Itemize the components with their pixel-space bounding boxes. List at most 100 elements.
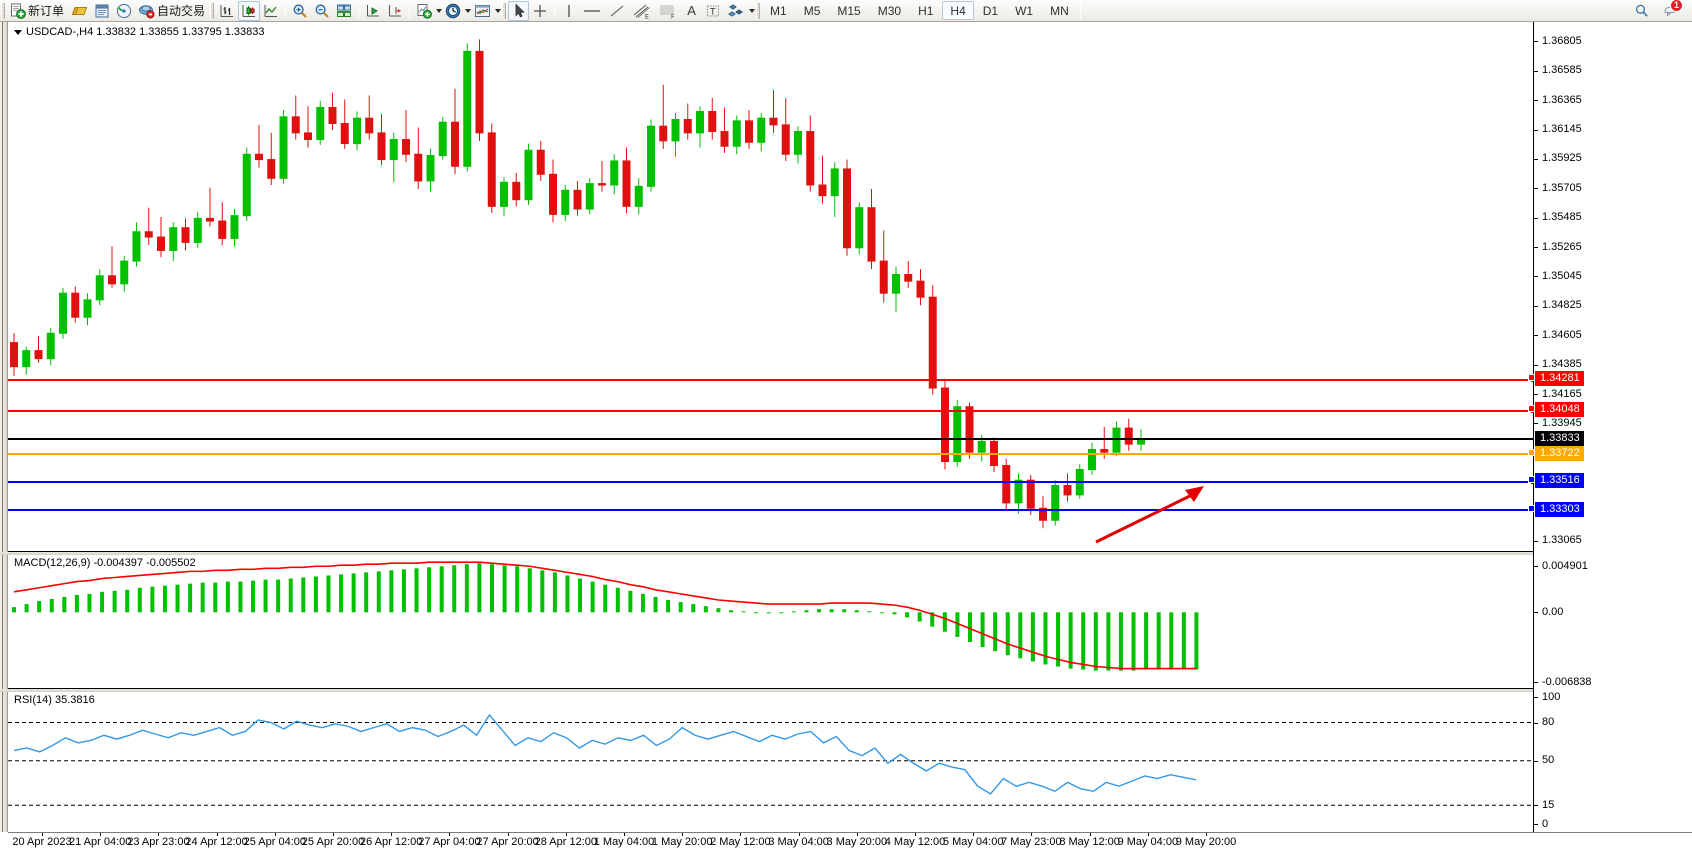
vertical-line-button[interactable]: [558, 1, 579, 21]
price-axis-label-7-tick: [1534, 247, 1538, 249]
time-axis-label-10: 1 May 04:00: [593, 836, 655, 848]
zoom-in-button[interactable]: [289, 1, 311, 21]
rsi-pane[interactable]: [8, 692, 1533, 832]
timeframe-group: M1 M5 M15 M30 H1 H4 D1 W1 MN: [762, 1, 1077, 20]
new-order-button[interactable]: 新订单: [7, 1, 68, 21]
crosshair-button[interactable]: [529, 1, 551, 21]
timeframe-m15[interactable]: M15: [837, 3, 861, 18]
current-price-line[interactable]: [8, 438, 1533, 441]
timeframe-h1[interactable]: H1: [918, 3, 934, 18]
text-label-button[interactable]: T: [702, 1, 724, 21]
equidistant-channel-button[interactable]: E: [629, 1, 655, 21]
time-axis-label-11: 1 May 20:00: [651, 836, 713, 848]
text-button[interactable]: A: [681, 1, 702, 21]
resistance-line-1-tag-handle[interactable]: [1528, 374, 1535, 382]
support-line-1-tag[interactable]: 1.33516: [1528, 473, 1584, 489]
indicators-dropdown-arrow[interactable]: [436, 8, 443, 13]
support-line-1-tag-handle[interactable]: [1528, 476, 1535, 484]
horizontal-line-button[interactable]: [579, 1, 605, 21]
toolbar-grip-2[interactable]: [210, 2, 215, 19]
timeframe-m5[interactable]: M5: [803, 3, 821, 18]
notifications-button[interactable]: 1: [1659, 0, 1683, 21]
chevron-down-icon[interactable]: [14, 29, 22, 35]
equidistant-channel-icon: E: [633, 4, 650, 19]
timeframe-m1[interactable]: M1: [770, 3, 787, 18]
charts-button[interactable]: [68, 1, 91, 21]
svg-text:F: F: [671, 13, 675, 19]
time-axis-label-16: 5 May 04:00: [942, 836, 1004, 848]
support-line-2-tag[interactable]: 1.33303: [1528, 501, 1584, 517]
timeframe-w1[interactable]: W1: [1015, 3, 1034, 18]
trendline-button[interactable]: [605, 1, 629, 21]
zoom-out-button[interactable]: [311, 1, 333, 21]
time-axis-tick-12: [740, 833, 742, 836]
pane-divider-2[interactable]: [0, 689, 1692, 692]
chart-area[interactable]: USDCAD-,H4 1.33832 1.33855 1.33795 1.338…: [0, 22, 1692, 854]
price-axis-label-6-tick: [1534, 217, 1538, 219]
price-axis-label-13-tick: [1534, 423, 1538, 425]
fibonacci-retracement-button[interactable]: F: [655, 1, 681, 21]
current-price-line-tag[interactable]: 1.33833: [1535, 430, 1584, 446]
time-axis-tick-7: [449, 833, 451, 836]
resistance-line-2-tag-handle[interactable]: [1528, 405, 1535, 413]
rsi-axis-label-1-tick: [1534, 722, 1538, 724]
pivot-line-tag-handle[interactable]: [1528, 448, 1535, 456]
support-line-2[interactable]: [8, 507, 1536, 514]
shapes-button[interactable]: [724, 1, 748, 21]
periodicity-dropdown-arrow[interactable]: [465, 8, 472, 13]
toolbar-grip-4[interactable]: [756, 2, 761, 19]
time-axis-label-1: 21 Apr 04:00: [68, 836, 132, 848]
pivot-line[interactable]: [8, 451, 1536, 458]
resistance-line-2[interactable]: [8, 407, 1536, 414]
templates-button[interactable]: [471, 1, 494, 21]
time-axis[interactable]: 20 Apr 2023 21 Apr 04:00 23 Apr 23:00 24 Ap…: [8, 832, 1692, 854]
market-watch-button[interactable]: [113, 1, 135, 21]
chart-shift-icon: [389, 4, 402, 16]
tile-windows-button[interactable]: [333, 1, 355, 21]
time-axis-label-15: 4 May 12:00: [884, 836, 946, 848]
pane-divider-1[interactable]: [0, 552, 1692, 555]
timeframe-m30[interactable]: M30: [877, 3, 902, 18]
expert-advisor-icon: [139, 4, 155, 18]
candlestick-chart-button[interactable]: [238, 0, 261, 21]
price-pane[interactable]: [8, 22, 1536, 551]
auto-scroll-button[interactable]: [362, 1, 384, 21]
time-axis-label-2: 23 Apr 23:00: [127, 836, 190, 848]
auto-trading-button[interactable]: 自动交易: [135, 1, 209, 21]
radar-icon: [116, 3, 132, 18]
time-axis-tick-20: [1206, 833, 1207, 836]
timeframe-mn[interactable]: MN: [1050, 3, 1069, 18]
timeframe-h4[interactable]: H4: [942, 1, 974, 20]
indicators-button[interactable]: [413, 1, 435, 21]
price-scale[interactable]: 1.36805 1.36585 1.36365 1.36145 1.35925 1.357…: [1528, 22, 1692, 832]
terminal-button[interactable]: [91, 1, 113, 21]
search-button[interactable]: [1631, 1, 1653, 21]
price-axis-label-4: 1.35925: [1542, 152, 1582, 165]
periodicity-button[interactable]: [442, 1, 464, 21]
toolbar-grip-3[interactable]: [502, 2, 507, 19]
support-line-1[interactable]: [8, 478, 1536, 485]
chart-shift-button[interactable]: [384, 1, 406, 21]
resistance-line-2-tag[interactable]: 1.34048: [1528, 402, 1584, 418]
pivot-line-tag[interactable]: 1.33722: [1528, 445, 1584, 461]
price-axis-label-8-tick: [1534, 276, 1538, 278]
toolbar-grip[interactable]: [1, 2, 5, 19]
time-axis-tick-19: [1147, 833, 1149, 836]
price-axis-label-3-tick: [1534, 129, 1538, 131]
price-axis-label-10: 1.34605: [1542, 328, 1582, 341]
text-label-icon: T: [707, 5, 720, 17]
macd-pane[interactable]: [8, 555, 1533, 688]
shapes-dropdown-arrow[interactable]: [749, 8, 756, 13]
macd-pane-bottom-border: [8, 688, 1533, 689]
price-axis-label-14-tick: [1534, 540, 1538, 542]
bar-chart-button[interactable]: [216, 1, 238, 21]
templates-dropdown-arrow[interactable]: [495, 8, 502, 13]
resistance-line-1[interactable]: [8, 376, 1536, 383]
time-axis-label-9: 28 Apr 12:00: [534, 836, 597, 848]
timeframe-d1[interactable]: D1: [982, 3, 999, 18]
line-chart-button[interactable]: [260, 1, 282, 21]
support-line-2-tag-handle[interactable]: [1528, 504, 1535, 512]
cursor-button[interactable]: [508, 0, 530, 21]
toolbar-separator-2: [358, 2, 360, 19]
resistance-line-1-tag[interactable]: 1.34281: [1528, 371, 1584, 387]
